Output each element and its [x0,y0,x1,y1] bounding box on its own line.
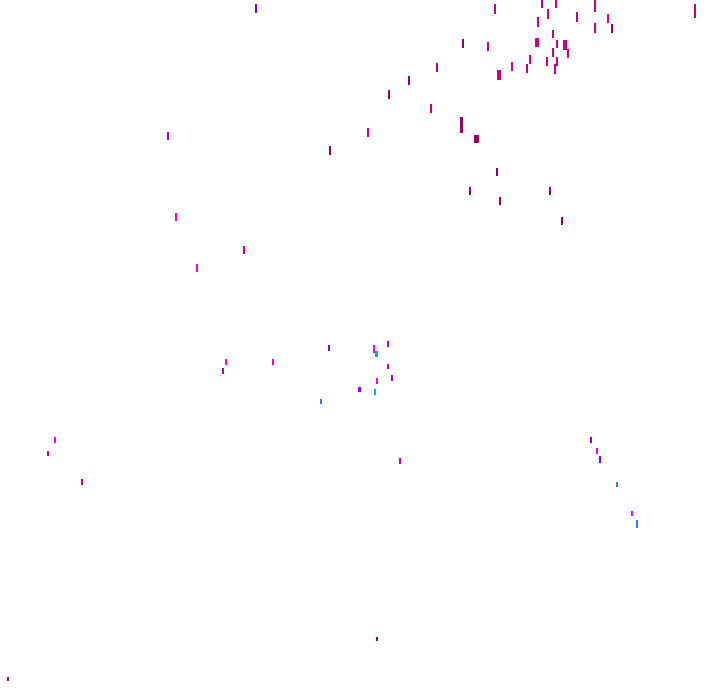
mark [469,187,471,195]
mark [391,375,393,381]
mark [196,264,198,272]
mark [387,364,389,369]
mark [596,448,598,454]
mark [607,14,609,23]
mark [535,38,539,47]
mark [462,39,464,48]
mark [541,0,543,8]
mark [225,359,227,365]
mark [546,57,548,66]
mark [436,63,438,72]
mark [430,104,432,113]
mark [81,479,83,485]
mark [496,168,498,176]
mark [399,458,401,464]
mark [554,64,556,74]
mark [594,23,596,33]
mark [408,76,410,85]
mark [474,135,479,143]
mark [616,482,618,487]
mark [694,4,696,18]
mark [320,399,322,404]
mark [243,246,245,254]
mark [547,9,549,19]
mark [222,368,224,374]
mark [494,4,496,14]
mark [529,55,531,64]
mark [460,117,463,133]
mark [375,351,378,357]
mark [537,17,539,27]
mark [387,341,389,347]
mark [631,511,633,516]
mark [552,30,554,38]
mark [567,49,569,58]
mark [54,437,56,443]
mark [549,187,551,195]
mark [255,4,257,13]
mark [167,132,169,140]
mark [511,62,513,71]
mark [358,387,361,392]
mark [552,48,554,57]
mark [555,0,557,8]
mark [487,42,489,51]
mark [636,520,638,528]
mark [611,24,613,33]
mark [376,637,378,641]
mark [373,345,375,353]
mark [599,456,601,463]
mark [563,40,567,50]
mark [594,0,596,12]
mark [376,378,378,384]
mark [367,128,369,137]
mark [328,345,330,351]
mark [47,451,49,456]
mark [329,146,331,155]
mark [576,12,578,22]
mark [499,197,501,205]
mark [556,57,558,66]
mark [526,64,528,73]
mark [388,90,390,99]
mark [374,389,376,395]
mark [7,677,9,681]
mark [175,213,177,221]
mark [497,70,501,80]
mark [590,437,592,443]
mark [272,359,274,365]
mark [561,217,563,225]
mark [556,40,558,48]
